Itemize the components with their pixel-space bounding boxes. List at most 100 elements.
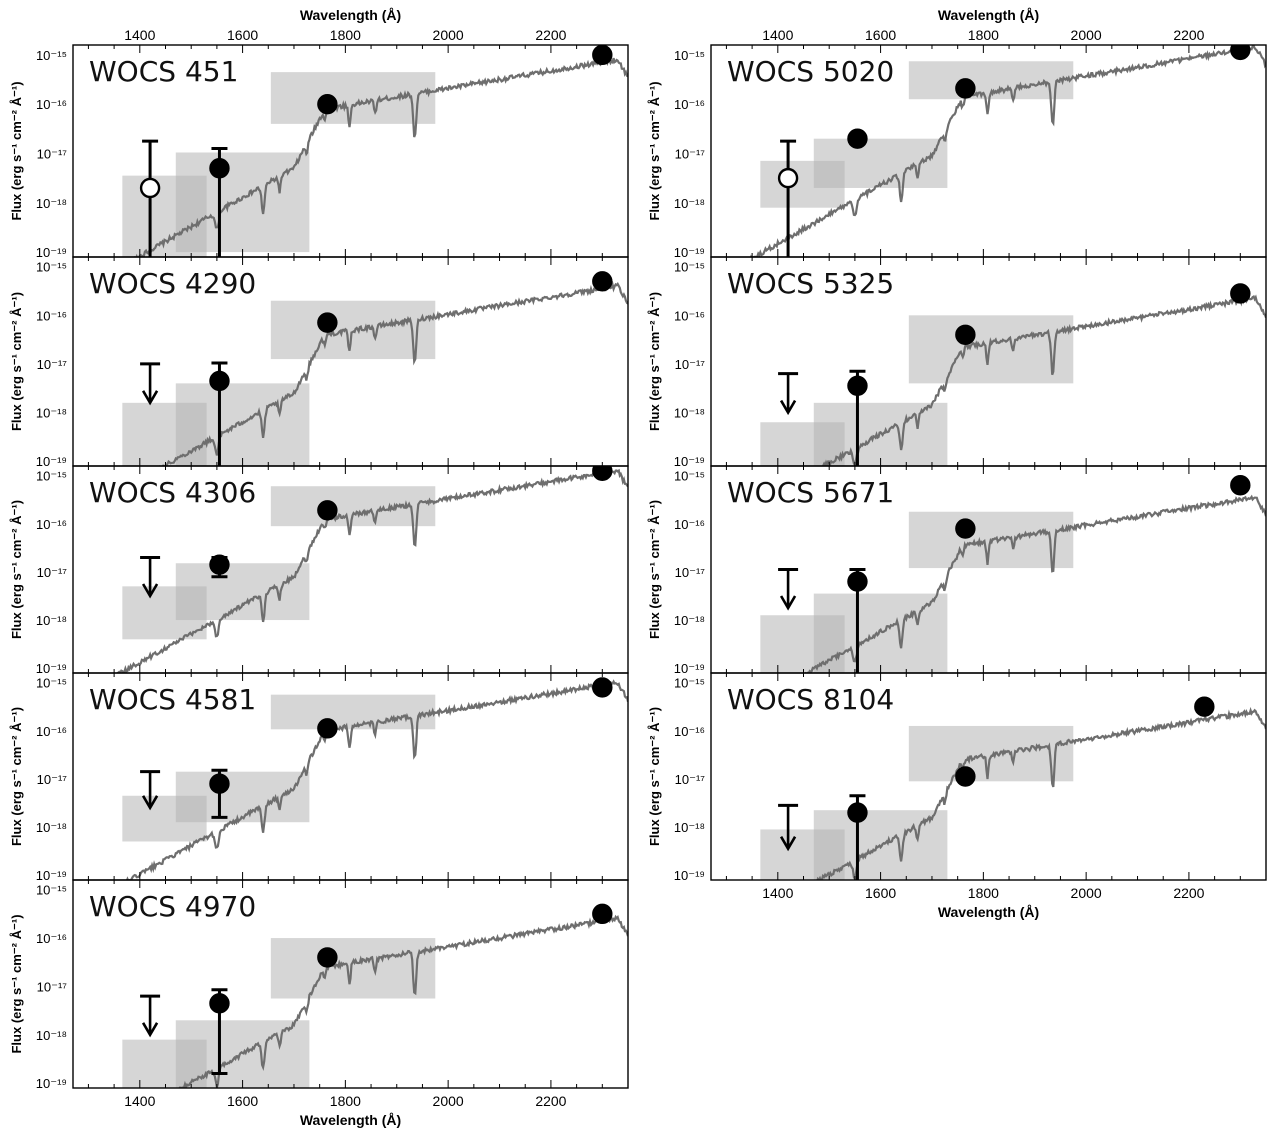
data-point-3 [1230,45,1251,61]
filter-band-2 [270,300,436,360]
x-tick-label-top: 2000 [433,27,464,43]
data-point-2 [592,677,613,698]
data-point-1 [847,128,868,149]
x-axis-label-bottom: Wavelength (Å) [938,904,1039,920]
model-spectrum-line [799,494,1266,673]
plot-area [115,466,628,673]
y-tick-label: 10⁻¹⁷ [37,772,68,787]
panel-wocs-5671: 10⁻¹⁵ 10⁻¹⁶ 10⁻¹⁷ 10⁻¹⁸ 10⁻¹⁹ Flux (erg s⁻¹ c… [647,465,1267,676]
x-tick-label-bottom: 2000 [1071,885,1102,901]
filter-band-2 [908,315,1074,384]
x-axis-label-bottom: Wavelength (Å) [300,1112,401,1128]
filter-band-2 [908,725,1074,782]
filter-band-1 [813,138,948,188]
x-tick-label-top: 2200 [1173,27,1204,43]
data-point-2 [1230,475,1251,496]
y-tick-label: 10⁻¹⁹ [36,245,67,260]
plot-area [760,283,1266,466]
plot-area [760,696,1266,880]
y-tick-label: 10⁻¹⁸ [36,406,67,421]
y-axis-label: Flux (erg s⁻¹ cm⁻² Å⁻¹) [647,707,662,846]
filter-band-1 [175,152,310,253]
y-tick-label: 10⁻¹⁸ [36,820,67,835]
x-tick-label-top: 1400 [124,27,155,43]
y-tick-label: 10⁻¹⁵ [36,469,67,484]
model-spectrum-line [128,57,628,257]
x-tick-label-bottom: 1800 [968,885,999,901]
panel-title: WOCS 451 [89,55,238,88]
data-point-0 [847,375,868,397]
y-tick-label: 10⁻¹⁶ [674,517,705,532]
y-tick-label: 10⁻¹⁷ [37,146,68,161]
filter-band-2 [270,938,436,999]
filter-band-2 [270,694,436,730]
upper-limit-arrow-head [141,390,159,406]
x-tick-label-top: 2200 [535,27,566,43]
panel-frame [710,672,1267,881]
x-tick-label-bottom: 1400 [124,1093,155,1109]
x-tick-label-bottom: 1800 [330,1093,361,1109]
y-tick-label: 10⁻¹⁵ [674,676,705,691]
upper-limit-arrow-head [141,1022,159,1038]
model-spectrum-line [115,468,628,673]
y-axis-label: Flux (erg s⁻¹ cm⁻² Å⁻¹) [9,914,24,1053]
panel-wocs-4581: 10⁻¹⁵ 10⁻¹⁶ 10⁻¹⁷ 10⁻¹⁸ 10⁻¹⁹ Flux (erg s⁻¹ c… [9,672,629,883]
y-tick-label: 10⁻¹⁹ [36,868,67,883]
y-tick-label: 10⁻¹⁷ [37,565,68,580]
data-point-0 [847,802,868,823]
y-tick-label: 10⁻¹⁷ [675,357,706,372]
y-tick-label: 10⁻¹⁸ [36,613,67,628]
data-point-0 [847,571,868,592]
upper-limit-arrow-head [141,795,159,811]
plot-area [122,677,628,880]
plot-area [760,475,1266,673]
x-tick-label-bottom: 2200 [1173,885,1204,901]
y-tick-label: 10⁻¹⁸ [674,820,705,835]
data-point-2 [592,903,613,925]
filter-band-1 [175,771,310,823]
data-point-2 [317,93,338,115]
x-tick-label-bottom: 2000 [433,1093,464,1109]
y-axis-label: Flux (erg s⁻¹ cm⁻² Å⁻¹) [9,292,24,431]
y-tick-label: 10⁻¹⁵ [674,469,705,484]
model-spectrum-line [747,45,1266,257]
plot-area [122,271,628,466]
model-spectrum-line [821,294,1266,466]
panel-title: WOCS 5020 [727,55,894,88]
y-tick-label: 10⁻¹⁶ [36,931,67,946]
y-tick-label: 10⁻¹⁵ [36,883,67,898]
y-tick-label: 10⁻¹⁹ [674,661,705,676]
panel-wocs-5325: 10⁻¹⁵ 10⁻¹⁶ 10⁻¹⁷ 10⁻¹⁸ 10⁻¹⁹ Flux (erg s⁻¹ c… [647,256,1267,469]
panel-frame [72,879,629,1089]
y-tick-label: 10⁻¹⁶ [36,517,67,532]
y-tick-label: 10⁻¹⁶ [36,97,67,112]
model-spectrum-line [812,706,1266,880]
y-axis-label: Flux (erg s⁻¹ cm⁻² Å⁻¹) [9,500,24,639]
data-point-0 [139,177,161,199]
x-tick-label-top: 1600 [227,27,258,43]
upper-limit-arrow-head [779,595,797,611]
x-tick-label-bottom: 2200 [535,1093,566,1109]
data-point-0 [209,993,230,1014]
y-tick-label: 10⁻¹⁹ [674,245,705,260]
data-point-2 [1230,283,1251,304]
model-spectrum-line [158,280,628,466]
panel-wocs-8104: 10⁻¹⁵ 10⁻¹⁶ 10⁻¹⁷ 10⁻¹⁸ 10⁻¹⁹ Flux (erg s⁻¹ c… [647,672,1267,920]
x-tick-label-top: 1400 [762,27,793,43]
data-point-2 [592,271,613,292]
data-point-0 [209,554,230,575]
panel-title: WOCS 5671 [727,476,894,509]
panel-title: WOCS 4970 [89,890,256,923]
y-tick-label: 10⁻¹⁶ [674,97,705,112]
upper-limit-arrow-head [141,583,159,599]
y-tick-label: 10⁻¹⁹ [674,454,705,469]
panel-wocs-5020: 10⁻¹⁵ 10⁻¹⁶ 10⁻¹⁷ 10⁻¹⁸ 10⁻¹⁹ Flux (erg s⁻¹ c… [647,7,1267,260]
panel-title: WOCS 5325 [727,267,894,300]
x-tick-label-top: 1800 [330,27,361,43]
data-point-0 [209,773,230,794]
data-point-1 [317,947,338,968]
y-tick-label: 10⁻¹⁷ [675,146,706,161]
plot-area [122,45,628,257]
x-axis-label-top: Wavelength (Å) [938,7,1039,23]
